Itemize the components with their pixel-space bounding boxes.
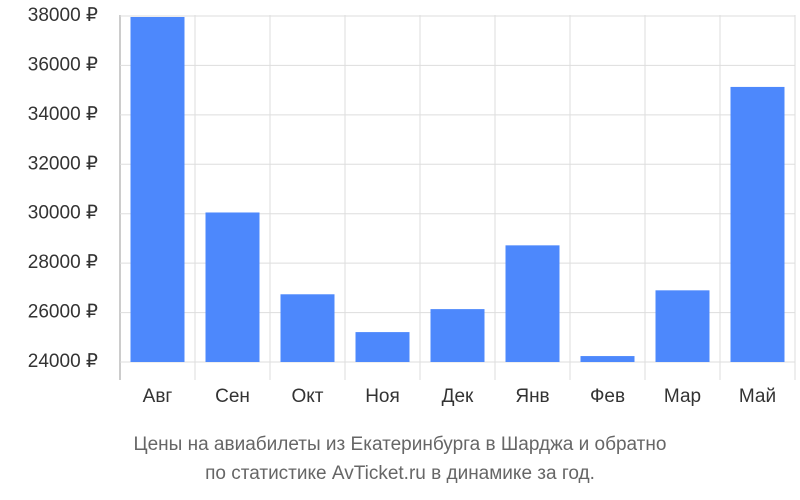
y-tick-label: 36000 ₽: [28, 54, 98, 75]
bar: [280, 294, 335, 362]
bar: [580, 356, 635, 362]
x-tick-label: Янв: [515, 386, 549, 407]
bar: [505, 245, 560, 362]
x-tick-label: Окт: [291, 386, 323, 407]
bar: [205, 212, 260, 362]
bar: [355, 332, 410, 362]
x-tick-label: Авг: [143, 386, 173, 407]
bar: [430, 309, 485, 362]
y-tick-label: 38000 ₽: [28, 5, 98, 26]
y-tick-label: 24000 ₽: [28, 351, 98, 372]
y-tick-label: 26000 ₽: [28, 302, 98, 323]
x-tick-label: Май: [739, 386, 776, 407]
x-tick-label: Дек: [442, 386, 474, 407]
y-tick-label: 34000 ₽: [28, 104, 98, 125]
x-tick-label: Сен: [215, 386, 250, 407]
x-tick-label: Ноя: [365, 386, 400, 407]
caption: по статистике AvTicket.ru в динамике за …: [205, 463, 595, 484]
x-tick-label: Фев: [590, 386, 625, 407]
y-tick-label: 30000 ₽: [28, 203, 98, 224]
y-tick-label: 32000 ₽: [28, 153, 98, 174]
bar: [730, 86, 785, 363]
bar: [130, 16, 185, 362]
bar: [655, 290, 710, 362]
x-tick-label: Мар: [664, 386, 701, 407]
y-tick-label: 28000 ₽: [28, 252, 98, 273]
caption: Цены на авиабилеты из Екатеринбурга в Ша…: [134, 434, 667, 455]
